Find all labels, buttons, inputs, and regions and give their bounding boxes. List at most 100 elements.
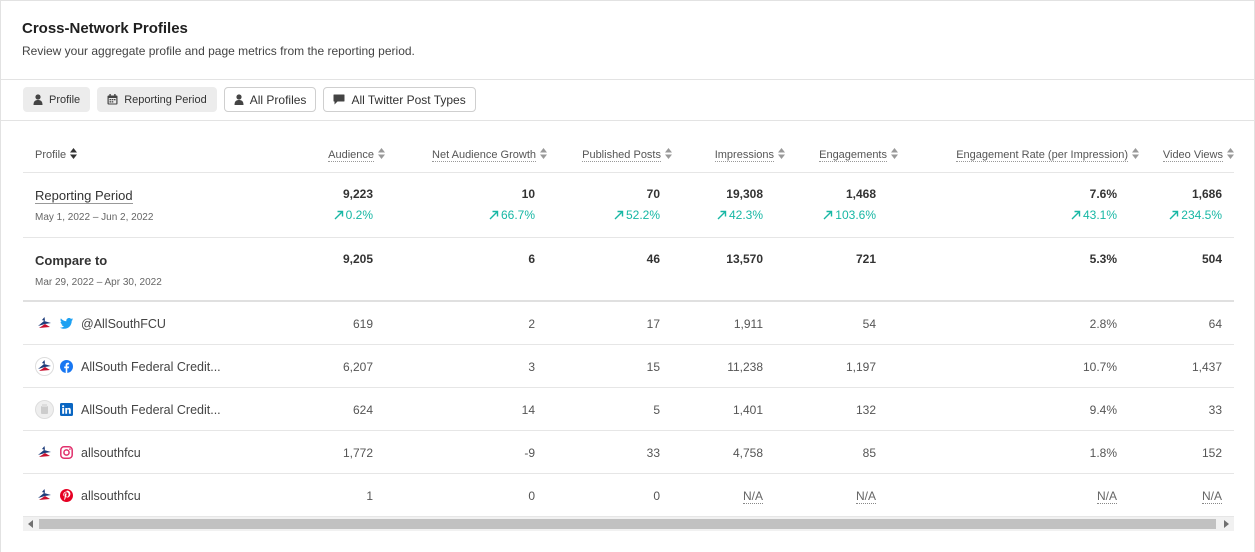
metric-value: 10 <box>521 187 535 201</box>
compare-impressions-cell: 13,570 <box>726 252 763 266</box>
horizontal-scrollbar[interactable] <box>23 517 1234 531</box>
metric-value: 624 <box>352 403 373 417</box>
metric-value: 1,197 <box>845 360 876 374</box>
metric-value: 33 <box>1208 403 1222 417</box>
column-header-engagement-rate[interactable]: Engagement Rate (per Impression) <box>956 148 1139 162</box>
metric-change-value: 0.2% <box>345 208 373 222</box>
metric-value: 64 <box>1208 317 1222 331</box>
compare-audience-cell: 9,205 <box>343 252 373 266</box>
impressions-cell: 11,238 <box>727 360 763 374</box>
metric-value: 1.8% <box>1089 446 1117 460</box>
metric-change: 42.3% <box>717 208 763 222</box>
engagements-cell: N/A <box>855 489 876 504</box>
impressions-cell: 1,911 <box>734 317 763 331</box>
sort-icon <box>665 148 672 162</box>
metric-value: -9 <box>524 446 535 460</box>
scrollbar-thumb[interactable] <box>39 519 1216 529</box>
column-header-net-audience-growth[interactable]: Net Audience Growth <box>432 148 547 162</box>
card-header: Cross-Network Profiles Review your aggre… <box>22 19 415 59</box>
reporting-period-label-cell: Reporting Period May 1, 2022 – Jun 2, 20… <box>35 187 153 223</box>
compare-row: Compare to Mar 29, 2022 – Apr 30, 2022 9… <box>23 238 1234 302</box>
column-header-impressions[interactable]: Impressions <box>714 148 785 162</box>
engagement-rate-cell: 9.4% <box>1090 403 1117 417</box>
metric-change-value: 43.1% <box>1082 208 1117 222</box>
twitter-post-types-label: All Twitter Post Types <box>351 92 466 107</box>
metric-value: 721 <box>855 252 876 266</box>
metric-value[interactable]: N/A <box>1096 489 1117 504</box>
reporting-published-posts-cell: 70 52.2% <box>614 187 660 222</box>
metric-change-value: 103.6% <box>835 208 876 222</box>
published-posts-cell: 33 <box>647 446 660 460</box>
pinterest-icon <box>60 489 73 502</box>
sort-icon <box>540 148 547 162</box>
table-row[interactable]: allsouthfcu 1,772 -9 33 4,758 85 1.8% 152 <box>23 431 1234 474</box>
compare-dates: Mar 29, 2022 – Apr 30, 2022 <box>35 277 162 288</box>
compare-video-views-cell: 504 <box>1202 252 1222 266</box>
metric-value[interactable]: N/A <box>1201 489 1222 504</box>
reporting-period-dates: May 1, 2022 – Jun 2, 2022 <box>35 212 154 223</box>
all-profiles-button[interactable]: All Profiles <box>223 87 317 112</box>
metric-value: 9,223 <box>342 187 373 201</box>
metric-value: 1 <box>366 489 373 503</box>
table-row[interactable]: AllSouth Federal Credit... 624 14 5 1,401 13… <box>23 388 1234 431</box>
sort-icon <box>70 148 78 162</box>
metric-change-value: 52.2% <box>625 208 660 222</box>
column-header-audience[interactable]: Audience <box>328 148 385 162</box>
reporting-video-views-cell: 1,686 234.5% <box>1169 187 1222 222</box>
twitter-post-types-button[interactable]: All Twitter Post Types <box>323 87 476 112</box>
published-posts-cell: 17 <box>647 317 660 331</box>
scroll-left-arrow[interactable] <box>28 520 33 528</box>
reporting-period-name[interactable]: Reporting Period <box>35 188 133 204</box>
avatar <box>35 443 54 462</box>
published-posts-cell: 0 <box>653 489 660 503</box>
profile-name: allsouthfcu <box>81 488 141 503</box>
table-row[interactable]: @AllSouthFCU 619 2 17 1,911 54 2.8% 64 <box>23 302 1234 345</box>
scroll-right-arrow[interactable] <box>1224 520 1229 528</box>
metric-value[interactable]: N/A <box>742 489 763 504</box>
column-header-profile[interactable]: Profile <box>35 148 78 162</box>
column-header-engagements[interactable]: Engagements <box>819 148 898 162</box>
metric-value: 1,911 <box>733 317 763 331</box>
metric-change-value: 234.5% <box>1181 208 1222 222</box>
impressions-cell: N/A <box>742 489 763 504</box>
trend-up-icon <box>1071 208 1083 222</box>
table-row[interactable]: allsouthfcu 1 0 0 N/A N/A N/A N/A <box>23 474 1234 517</box>
metric-value: 5.3% <box>1089 252 1117 266</box>
trend-up-icon <box>489 208 501 222</box>
sort-icon <box>1132 148 1139 162</box>
metric-value: 1,437 <box>1191 360 1222 374</box>
metric-value: 11,238 <box>727 360 763 374</box>
divider <box>1 79 1255 80</box>
comment-icon <box>333 94 345 105</box>
metric-change: 66.7% <box>489 208 535 222</box>
profile-filter-button[interactable]: Profile <box>23 87 91 112</box>
filter-bar: Profile Reporting Period All Profiles Al… <box>23 87 476 112</box>
metric-value: 504 <box>1201 252 1222 266</box>
profile-cell: @AllSouthFCU <box>35 314 166 333</box>
avatar <box>35 314 54 333</box>
column-header-published-posts[interactable]: Published Posts <box>582 148 672 162</box>
impressions-cell: 1,401 <box>733 403 763 417</box>
reporting-period-button[interactable]: Reporting Period <box>97 87 217 112</box>
metric-value: 2 <box>528 317 535 331</box>
metric-value: 70 <box>646 187 660 201</box>
trend-up-icon <box>1169 208 1181 222</box>
trend-up-icon <box>614 208 626 222</box>
table-row[interactable]: AllSouth Federal Credit... 6,207 3 15 11,23… <box>23 345 1234 388</box>
engagements-cell: 132 <box>856 403 876 417</box>
metric-change: 103.6% <box>823 208 876 222</box>
instagram-icon <box>60 446 73 459</box>
metric-value[interactable]: N/A <box>855 489 876 504</box>
video-views-cell: 1,437 <box>1192 360 1222 374</box>
metric-value: 619 <box>352 317 373 331</box>
metric-change: 43.1% <box>1071 208 1117 222</box>
engagements-cell: 54 <box>863 317 876 331</box>
engagements-cell: 85 <box>863 446 876 460</box>
metric-value: 1,468 <box>845 187 876 201</box>
column-header-video-views[interactable]: Video Views <box>1162 148 1234 162</box>
avatar <box>35 486 54 505</box>
video-views-cell: 33 <box>1209 403 1222 417</box>
compare-engagements-cell: 721 <box>856 252 876 266</box>
reporting-period-row: Reporting Period May 1, 2022 – Jun 2, 20… <box>23 173 1234 238</box>
